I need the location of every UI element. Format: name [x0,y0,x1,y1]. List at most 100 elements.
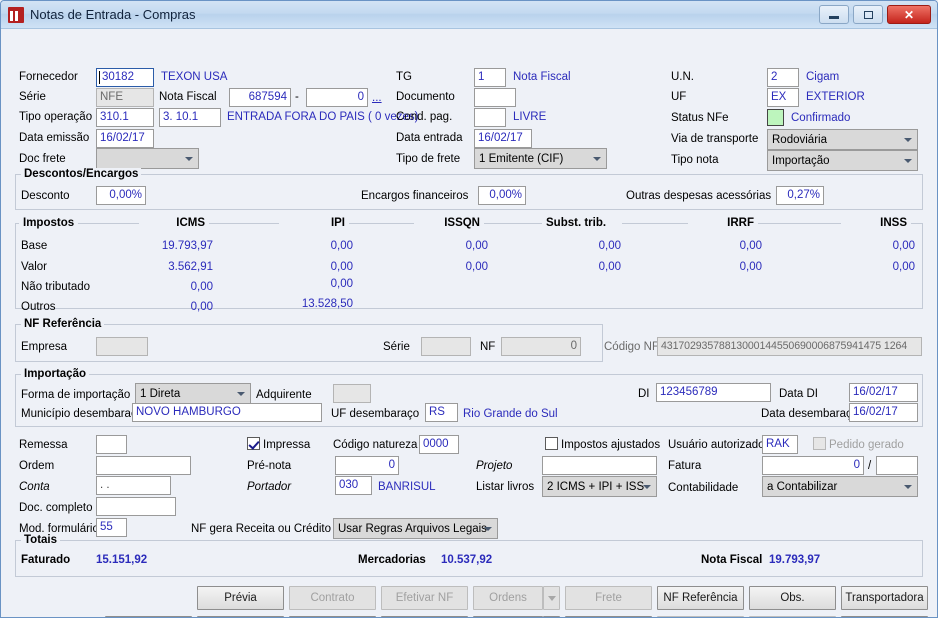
faturado-label: Faturado [21,554,71,566]
status-nfe-label: Status NFe [671,112,729,124]
faturado-value: 15.151,92 [96,554,148,566]
impostos-bottom-divider [15,308,923,309]
fatura-label: Fatura [668,460,702,472]
impostos-cell: 0,00 [892,261,915,273]
chevron-down-icon [547,595,556,601]
data-emissao-input[interactable]: 16/02/17 [96,129,154,148]
desconto-input[interactable]: 0,00% [96,186,146,205]
chevron-down-icon [904,484,912,489]
outras-despesas-input[interactable]: 0,27% [776,186,824,205]
impressa-checkbox[interactable] [247,437,260,450]
uf-desembaraco-input[interactable]: RS [425,403,458,422]
impostos-cell: 3.562,91 [168,261,213,273]
doc-completo-input[interactable] [96,497,176,516]
financeiro-button[interactable]: Financeiro [289,616,376,617]
mod-formulario-input[interactable]: 55 [96,518,127,537]
nota-fiscal-input[interactable]: 687594 [229,88,291,107]
acompanh-button[interactable]: Acompanh. [105,616,192,617]
tipo-operacao-input[interactable]: 310.1 [96,108,154,127]
uf-input[interactable]: EX [767,88,799,107]
tipo-operacao-code-input[interactable]: 3. 10.1 [159,108,221,127]
fatura-value: 0 [853,459,860,471]
conta-input[interactable]: . . [96,476,171,495]
municipio-desembaraco-input[interactable]: NOVO HAMBURGO [132,403,322,422]
cond-pag-input[interactable] [474,108,506,127]
forma-importacao-select[interactable]: 1 Direta [135,383,251,404]
nf-gera-select[interactable]: Usar Regras Arquivos Legais [333,518,498,539]
codigo-natureza-input[interactable]: 0000 [419,435,459,454]
outras-despesas-label: Outras despesas acessórias [626,190,772,202]
obs-button[interactable]: Obs. [749,586,836,610]
impostos-col-inss: INSS [841,217,911,229]
frete-button: Frete [565,586,652,610]
di-label: DI [638,388,650,400]
contabilidade-select[interactable]: a Contabilizar [762,476,918,497]
listar-livros-label: Listar livros [476,481,535,493]
portador-input[interactable]: 030 [335,476,372,495]
importacao-group [15,374,923,427]
fatura-input[interactable]: 0 [762,456,864,475]
data-di-input[interactable]: 16/02/17 [849,383,918,402]
impostos-cell: 0,00 [190,281,213,293]
data-entrada-input[interactable]: 16/02/17 [474,129,532,148]
impostos-button[interactable]: Impostos [381,616,468,617]
impostos-cell: 0,00 [330,240,353,252]
impostos-ajustados-label: Impostos ajustados [561,439,661,451]
impostos-row-label: Não tributado [21,281,91,293]
previa-button[interactable]: Prévia [197,586,284,610]
doc-frete-select[interactable] [96,148,199,169]
adquirente-input [333,384,371,403]
tg-input[interactable]: 1 [474,68,506,87]
desc-enc-button[interactable]: Desc./Enc [565,616,652,617]
remessa-input[interactable] [96,435,127,454]
ordem-input[interactable] [96,456,191,475]
imprimir-button[interactable]: Imprimir [473,616,543,617]
tipo-nota-label: Tipo nota [671,154,719,166]
window-title: Notas de Entrada - Compras [30,7,196,22]
tipo-frete-select[interactable]: 1 Emitente (CIF) [474,148,607,169]
un-input[interactable]: 2 [767,68,799,87]
encargos-input[interactable]: 0,00% [478,186,526,205]
itens-button[interactable]: Itens [197,616,284,617]
cond-pag-description: LIVRE [513,111,547,123]
nf-referencia-button[interactable]: NF Referência [657,586,744,610]
nf-ref-nf-label: NF [480,341,496,353]
pre-nota-input[interactable]: 0 [335,456,399,475]
uf-desembaraco-value: RS [429,406,445,418]
impostos-title: Impostos [19,217,79,229]
forma-importacao-label: Forma de importação [21,389,131,401]
maximize-button[interactable] [853,5,883,24]
projeto-input[interactable] [542,456,657,475]
nota-fiscal-more-button[interactable]: ... [372,92,382,104]
data-desembaraco-input[interactable]: 16/02/17 [849,403,918,422]
nota-fiscal-serie2-input[interactable]: 0 [306,88,368,107]
conta-value: . . [100,479,110,491]
tipo-operacao-value2: 3. 10.1 [163,111,199,123]
usuario-autorizado-label: Usuário autorizado [668,439,765,451]
minimize-button[interactable] [819,5,849,24]
codigo-nfe-input: 43170293578813000144550690006875941475 1… [657,337,922,356]
impostos-cell: 0,00 [739,240,762,252]
serie-label: Série [19,91,46,103]
documento-input[interactable] [474,88,516,107]
fatura-input-2[interactable] [876,456,918,475]
data-desembaraco-value: 16/02/17 [853,406,898,418]
fatura-separator: / [868,460,872,472]
impostos-ajustados-checkbox[interactable] [545,437,558,450]
ordens-button: Ordens [473,586,543,610]
usuario-autorizado-input[interactable]: RAK [762,435,798,454]
transportadora-button[interactable]: Transportadora [841,586,928,610]
imprimir-dropdown-button[interactable] [543,616,560,617]
tipo-nota-select[interactable]: Importação [767,150,918,171]
totais-group-title: Totais [21,534,61,546]
close-button[interactable]: ✕ [887,5,931,24]
impostos-cell: 0,00 [739,261,762,273]
via-transporte-select[interactable]: Rodoviária [767,129,918,150]
fornecedor-input[interactable]: 30182 [96,68,154,87]
efetivar-nf-button: Efetivar NF [381,586,468,610]
nf-ref-serie-label: Série [383,341,410,353]
listar-livros-select[interactable]: 2 ICMS + IPI + ISS [542,476,657,497]
di-input[interactable]: 123456789 [656,383,771,402]
imp-servico-button[interactable]: Imp. Serviço [841,616,928,617]
